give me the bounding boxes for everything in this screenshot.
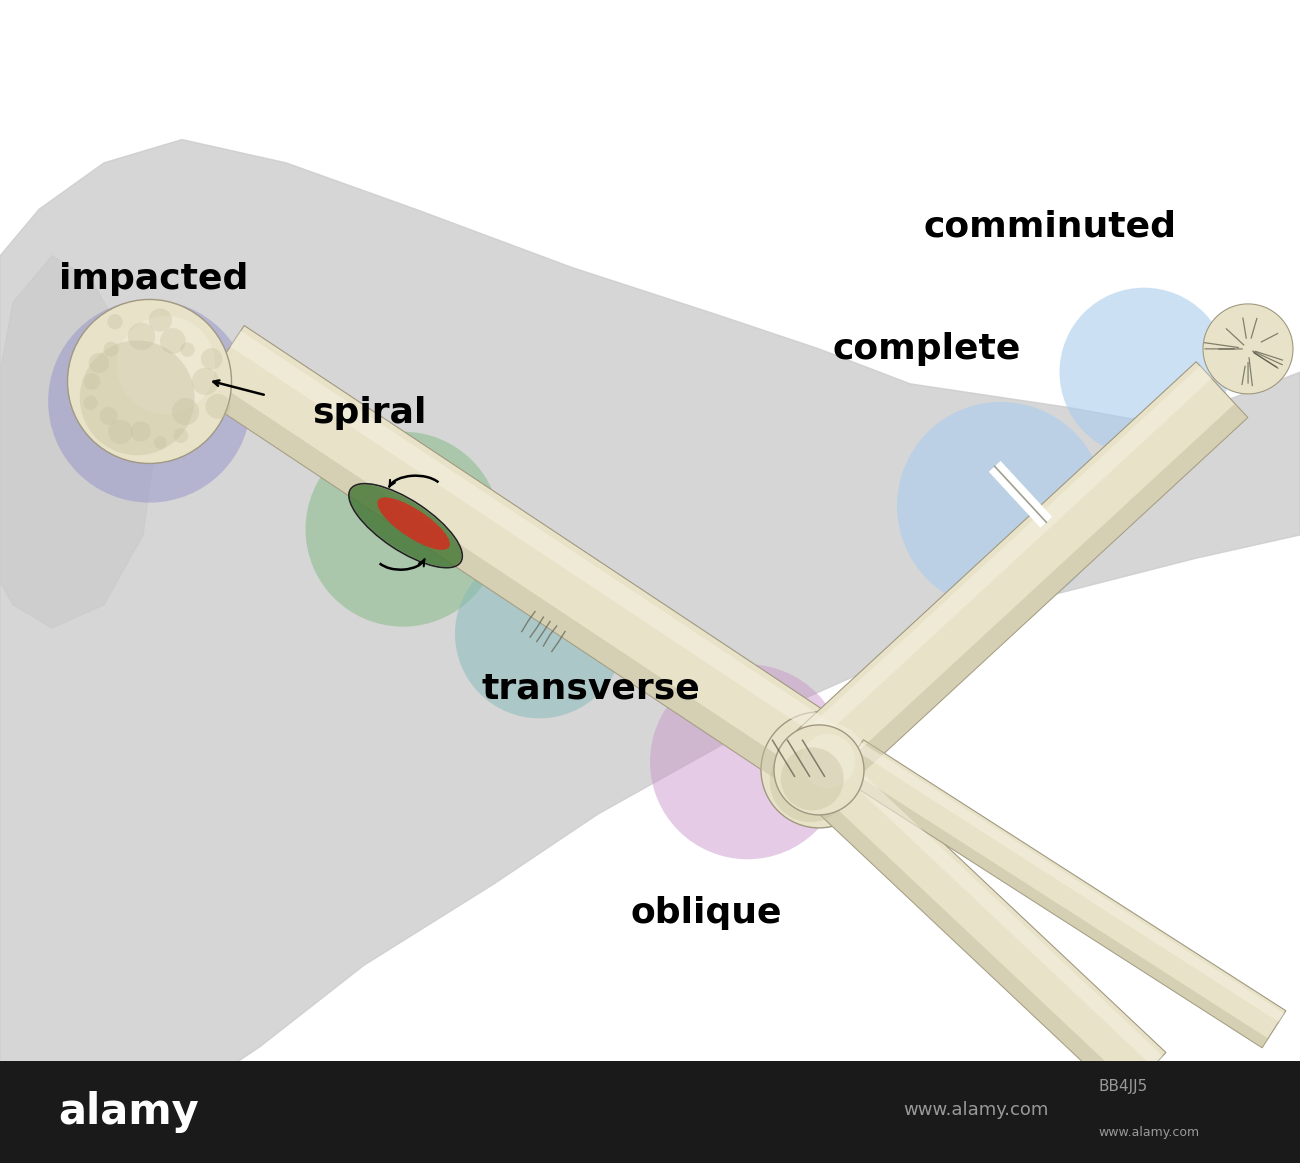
Circle shape	[796, 723, 866, 793]
Circle shape	[88, 352, 109, 373]
Circle shape	[68, 299, 231, 464]
Polygon shape	[797, 366, 1212, 750]
Circle shape	[897, 402, 1105, 609]
Text: transverse: transverse	[481, 671, 699, 706]
Polygon shape	[828, 750, 1162, 1066]
Circle shape	[83, 395, 98, 411]
Ellipse shape	[377, 498, 450, 550]
Text: complete: complete	[832, 331, 1020, 366]
Polygon shape	[793, 362, 1248, 790]
Circle shape	[108, 420, 133, 444]
Circle shape	[781, 748, 844, 811]
Polygon shape	[0, 256, 156, 628]
Text: www.alamy.com: www.alamy.com	[903, 1101, 1049, 1119]
Polygon shape	[198, 326, 849, 797]
Circle shape	[160, 328, 186, 354]
Polygon shape	[989, 461, 1052, 528]
Circle shape	[455, 549, 624, 719]
Circle shape	[650, 664, 845, 859]
Circle shape	[801, 734, 855, 787]
Circle shape	[173, 428, 188, 443]
Circle shape	[760, 712, 878, 828]
Text: BB4JJ5: BB4JJ5	[1098, 1079, 1148, 1093]
Text: alamy: alamy	[58, 1091, 199, 1133]
Polygon shape	[0, 140, 1300, 1163]
Polygon shape	[797, 782, 1134, 1099]
Bar	[0, 1061, 1300, 1163]
Text: comminuted: comminuted	[923, 209, 1176, 244]
Polygon shape	[840, 740, 1286, 1048]
Circle shape	[191, 368, 218, 395]
Polygon shape	[797, 747, 1166, 1099]
Polygon shape	[840, 768, 1268, 1048]
Circle shape	[774, 725, 865, 815]
Polygon shape	[230, 330, 845, 748]
Circle shape	[1202, 304, 1294, 394]
Circle shape	[1060, 287, 1228, 457]
Circle shape	[181, 342, 195, 357]
Circle shape	[770, 741, 852, 822]
Circle shape	[200, 348, 222, 370]
Text: impacted: impacted	[58, 262, 248, 297]
Circle shape	[48, 300, 251, 502]
Circle shape	[83, 373, 100, 390]
Circle shape	[153, 436, 166, 449]
Circle shape	[127, 322, 155, 350]
Circle shape	[104, 342, 118, 357]
Circle shape	[117, 316, 214, 414]
Circle shape	[306, 431, 500, 627]
Circle shape	[79, 341, 195, 455]
Text: oblique: oblique	[630, 896, 783, 930]
Circle shape	[148, 308, 172, 331]
Circle shape	[108, 314, 122, 329]
Polygon shape	[832, 404, 1248, 790]
Circle shape	[100, 407, 117, 424]
Text: www.alamy.com: www.alamy.com	[1098, 1126, 1200, 1139]
Polygon shape	[857, 742, 1284, 1022]
Circle shape	[172, 398, 199, 426]
Circle shape	[205, 394, 230, 419]
Ellipse shape	[350, 485, 462, 566]
Text: spiral: spiral	[312, 395, 426, 430]
Circle shape	[130, 421, 151, 442]
Polygon shape	[198, 378, 814, 797]
